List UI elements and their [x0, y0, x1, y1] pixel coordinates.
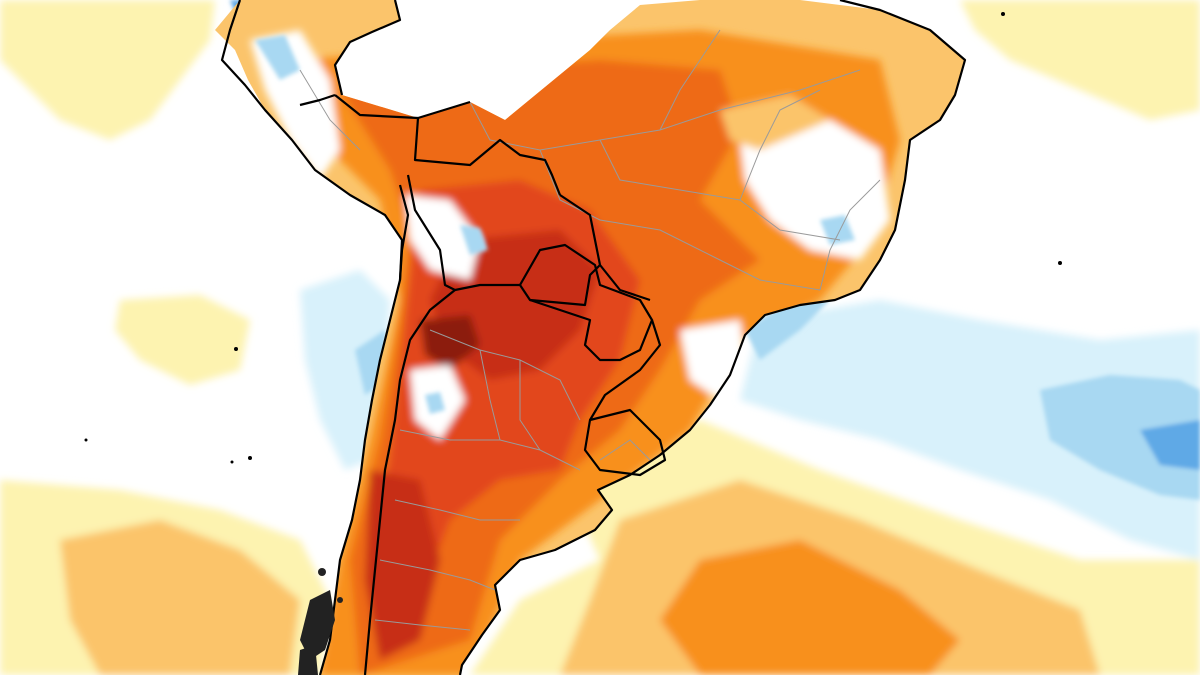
ocean-orange-south-atlantic — [660, 540, 960, 675]
land-light-blue-andes-south — [425, 392, 445, 414]
ocean-blue-east — [1140, 420, 1200, 470]
land-light-blue-brazil-east — [820, 215, 855, 245]
ocean-light-orange-southwest — [60, 520, 300, 675]
border-ecuador-peru — [299, 93, 336, 107]
ocean-pale-yellow-west — [115, 295, 250, 385]
border-colombia-peru-brazil — [334, 94, 471, 120]
coastline — [220, 0, 967, 675]
border-peru-brazil — [413, 117, 562, 196]
ocean-pale-yellow-nw — [0, 0, 215, 140]
border-paraguay — [519, 243, 654, 362]
island-dots — [84, 12, 1062, 464]
border-brazil-argentina-uruguay — [589, 319, 662, 421]
border-bolivia-brazil — [559, 194, 651, 302]
state-borders — [299, 29, 881, 631]
ocean-light-blue-brazil-coast — [745, 300, 830, 360]
land-white-andes-central — [405, 195, 480, 280]
border-uruguay — [583, 408, 667, 477]
country-borders — [299, 93, 667, 675]
chile-archipelago — [298, 568, 343, 675]
land-white-brazil-east — [740, 120, 890, 260]
ocean-pale-blue-southeast — [740, 300, 1200, 560]
land-light-blue-andes-north — [255, 35, 300, 80]
ocean-light-blue-east — [1040, 375, 1200, 500]
land-dark-red-andes — [420, 315, 480, 370]
land-light-blue-andes-central — [460, 225, 488, 255]
land-light-orange-brazil-east — [720, 95, 830, 150]
ocean-pale-yellow-top-right — [960, 0, 1200, 120]
border-peru-bolivia — [406, 174, 456, 291]
border-chile-argentina — [363, 289, 456, 675]
